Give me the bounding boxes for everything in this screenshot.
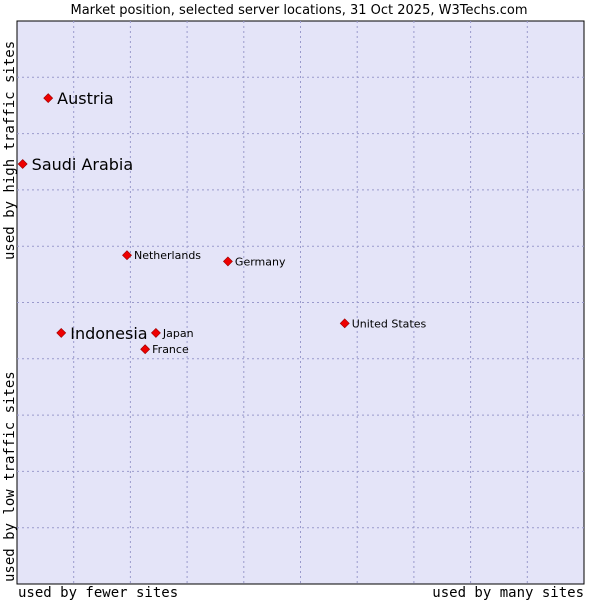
point-marker-indonesia	[56, 327, 67, 338]
data-points: Austria Saudi Arabia Netherlands Germany Uni…	[17, 89, 427, 356]
chart-title: Market position, selected server locatio…	[70, 3, 527, 18]
grid-lines	[17, 21, 584, 584]
data-point-saudi-arabia: Saudi Arabia	[17, 155, 134, 174]
x-axis-label-low: used by fewer sites	[18, 585, 178, 600]
point-marker-austria	[43, 93, 54, 104]
data-point-indonesia: Indonesia	[56, 324, 148, 343]
point-marker-netherlands	[122, 250, 132, 261]
data-point-united-states: United States	[339, 317, 427, 330]
point-marker-france	[140, 344, 151, 355]
point-marker-germany	[222, 256, 233, 267]
point-label-indonesia: Indonesia	[70, 324, 147, 343]
point-marker-united-states	[339, 318, 350, 329]
data-point-netherlands: Netherlands	[122, 249, 201, 262]
point-label-japan: Japan	[162, 327, 194, 340]
point-label-austria: Austria	[57, 89, 114, 108]
y-axis-label-high: used by high traffic sites	[2, 41, 18, 260]
point-label-united-states: United States	[352, 317, 427, 330]
x-axis-label-high: used by many sites	[432, 585, 584, 600]
point-marker-saudi-arabia	[17, 159, 28, 169]
y-axis-label-low: used by low traffic sites	[2, 371, 18, 582]
point-label-france: France	[152, 343, 189, 356]
data-point-japan: Japan	[150, 327, 194, 340]
point-label-germany: Germany	[235, 255, 286, 268]
point-label-netherlands: Netherlands	[134, 249, 201, 262]
point-marker-japan	[150, 327, 161, 338]
point-label-saudi-arabia: Saudi Arabia	[32, 155, 134, 174]
data-point-austria: Austria	[43, 89, 114, 108]
data-point-germany: Germany	[222, 255, 286, 268]
data-point-france: France	[140, 343, 189, 356]
